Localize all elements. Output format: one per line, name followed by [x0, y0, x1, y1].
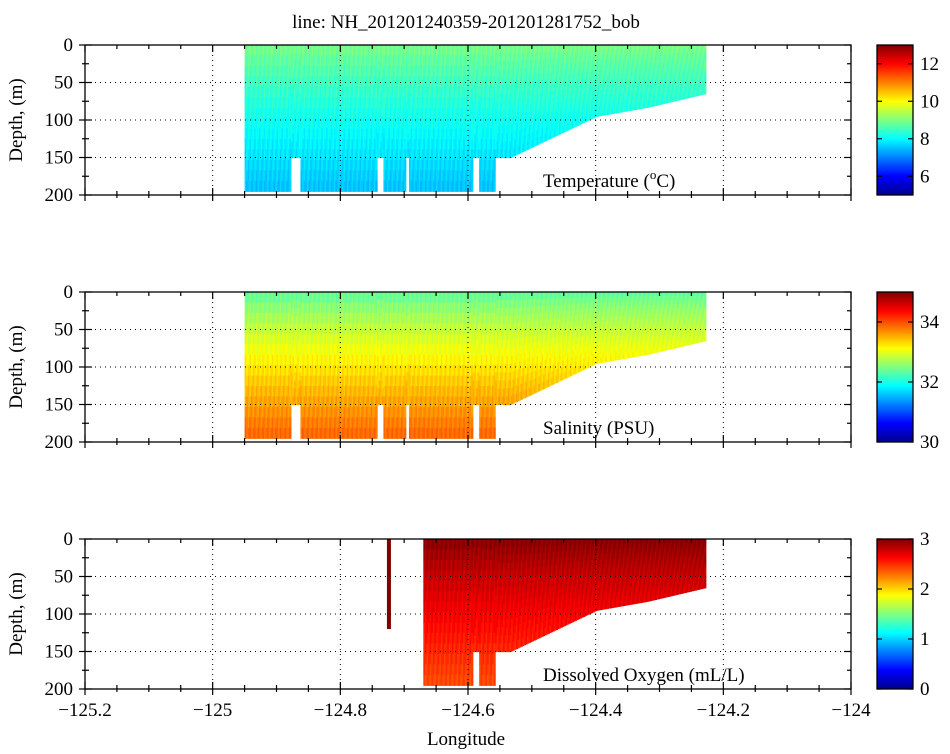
panel-label: Dissolved Oxygen (mL/L) — [543, 665, 745, 686]
colorbar-tick-label: 3 — [920, 529, 930, 550]
panel-label-end: C) — [656, 171, 675, 192]
y-tick-label: 50 — [54, 73, 73, 94]
colorbar: 30 32 34 — [876, 291, 940, 453]
y-tick-label: 150 — [45, 148, 74, 169]
panel-label-sup: o — [650, 167, 657, 182]
panel-label-main: Temperature ( — [543, 171, 650, 192]
panel-label: Salinity (PSU) — [543, 418, 654, 439]
colorbar-gradient — [876, 538, 914, 690]
gridlines — [85, 292, 851, 442]
colorbar-tick-label: 34 — [920, 312, 940, 333]
y-tick-label: 100 — [45, 604, 74, 625]
y-ticks — [79, 538, 851, 690]
y-tick-label: 50 — [54, 320, 73, 341]
x-ticks — [84, 292, 852, 448]
panel-label: Temperature (oC) — [543, 167, 675, 192]
y-ticks — [79, 291, 851, 443]
colorbar: 0 1 2 3 — [876, 529, 930, 700]
y-tick-label: 200 — [45, 679, 74, 700]
colorbar-tick-label: 8 — [920, 129, 930, 150]
y-tick-label: 0 — [64, 529, 74, 550]
y-axis-label: Depth, (m) — [6, 325, 27, 408]
x-tick-label: −124.8 — [314, 700, 367, 721]
colorbar-tick-label: 32 — [920, 372, 939, 393]
colorbar-tick-label: 12 — [920, 54, 939, 75]
colorbar: 6 8 10 12 — [876, 44, 939, 196]
x-tick-label: −124 — [831, 700, 871, 721]
panel-0: 0 50 100 150 200 Depth, (m) Temperature (oC) 6 8… — [6, 35, 939, 206]
colorbar-gradient — [876, 291, 914, 443]
data-field — [244, 45, 707, 192]
gridlines — [85, 539, 851, 689]
colorbar-tick-label: 0 — [920, 679, 930, 700]
y-axis-label: Depth, (m) — [6, 78, 27, 161]
x-tick-label: −125 — [193, 700, 232, 721]
y-ticks — [79, 44, 851, 196]
colorbar-gradient — [876, 44, 914, 196]
colorbar-tick-label: 2 — [920, 579, 930, 600]
y-tick-label: 200 — [45, 185, 74, 206]
colorbar-tick-label: 1 — [920, 629, 930, 650]
y-tick-label: 200 — [45, 432, 74, 453]
y-tick-label: 0 — [64, 282, 74, 303]
x-ticks — [84, 539, 852, 695]
y-tick-label: 150 — [45, 395, 74, 416]
colorbar-tick-label: 6 — [920, 166, 930, 187]
oxygen-strip — [386, 539, 391, 629]
gridlines — [85, 45, 851, 195]
data-field — [244, 292, 707, 439]
panel-1: 0 50 100 150 200 Depth, (m) Salinity (PSU) 30 32… — [6, 282, 940, 453]
x-tick-label: −124.2 — [697, 700, 750, 721]
colorbar-tick-label: 30 — [920, 432, 939, 453]
colorbar-tick-label: 10 — [920, 91, 939, 112]
x-axis-label: Longitude — [427, 729, 505, 750]
x-tick-label: −124.4 — [569, 700, 623, 721]
figure-title: line: NH_201201240359-201201281752_bob — [292, 12, 640, 33]
y-axis-label: Depth, (m) — [6, 572, 27, 655]
x-tick-label: −124.6 — [441, 700, 494, 721]
y-tick-label: 100 — [45, 110, 74, 131]
x-tick-label: −125.2 — [58, 700, 111, 721]
x-ticks — [84, 45, 852, 201]
y-tick-label: 150 — [45, 642, 74, 663]
y-tick-label: 50 — [54, 567, 73, 588]
y-tick-label: 0 — [64, 35, 74, 56]
y-tick-label: 100 — [45, 357, 74, 378]
data-field — [386, 539, 707, 686]
panel-2: 0 50 100 150 200 Depth, (m) Dissolved Oxygen (… — [6, 529, 930, 721]
